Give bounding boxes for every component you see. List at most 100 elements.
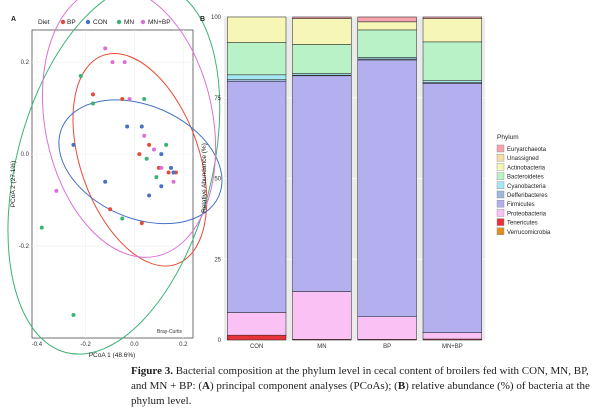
point-mn-bp (151, 147, 156, 152)
point-mn (164, 142, 169, 147)
bar-segment-mn-firmicutes (292, 75, 352, 292)
pcoa-x-tick-label: -0.4 (32, 342, 43, 348)
point-mn (90, 101, 95, 106)
point-con (139, 124, 144, 129)
bar-segment-mn-bp-proteobacteria (422, 332, 482, 340)
bar-segment-mn-actinobacteria (292, 18, 352, 45)
point-con (103, 179, 108, 184)
point-con (171, 170, 176, 175)
legend-label-actinobacteria: Actinobacteria (507, 165, 546, 171)
panel-a-label: A (11, 16, 16, 23)
phylum-legend: Phylum Euryarchaeota Unassigned Actinobact… (496, 134, 551, 236)
point-mn-bp (171, 179, 176, 184)
bar-segment-con-proteobacteria (227, 312, 287, 336)
bar-segment-con-actinobacteria (227, 16, 287, 43)
bar-axis-ticks: 0 25 50 75 100 CON MN BP MN+BP (211, 15, 463, 350)
point-mn (78, 73, 83, 78)
legend-swatch-bacteroidetes (496, 172, 505, 180)
point-mn-bp (159, 165, 164, 170)
panel-a-legend: Diet BP CON MN MN+BP (38, 19, 171, 26)
pcoa-plot-area (31, 29, 194, 339)
legend-swatch-defferibacteres (496, 190, 505, 199)
legend-label-proteobacteria: Proteobacteria (507, 211, 547, 217)
legend-marker-mn (116, 19, 122, 25)
legend-marker-bp (60, 19, 66, 25)
point-mn (71, 313, 76, 318)
pcoa-axis-ticks: -0.4 -0.2 0.0 0.2 -0.2 0.0 0.2 (19, 60, 188, 348)
bar-x-tick-label: BP (383, 344, 391, 350)
bray-curtis-annotation: Bray-Curtis (157, 329, 183, 335)
legend-title-diet: Diet (38, 19, 50, 26)
pcoa-x-axis-label: PCoA 1 (48.6%) (89, 352, 136, 359)
point-mn-bp (127, 96, 132, 101)
caption-part-3: ) relative abundance (%) of bacteria at … (131, 380, 590, 407)
bar-segment-bp-euryarchaeota (357, 16, 417, 23)
bar-segment-mn-bp-actinobacteria (422, 18, 482, 43)
legend-swatch-actinobacteria (496, 163, 505, 171)
point-bp (108, 207, 113, 212)
pcoa-points (39, 46, 178, 318)
legend-title-phylum: Phylum (497, 134, 519, 141)
panel-b: B 0 25 50 75 100 CON MN BP MN+BP Relative Abunda… (200, 15, 551, 350)
bar-segment-bp-proteobacteria (357, 316, 417, 340)
point-con (147, 193, 152, 198)
panel-a: A Diet BP CON MN MN+BP -0.4 -0.2 0.0 0.2-0.… (7, 0, 223, 359)
point-bp (120, 96, 125, 101)
legend-marker-con (85, 19, 91, 25)
caption-label-a: A (201, 380, 210, 392)
legend-swatch-verrucomicrobia (496, 227, 505, 236)
legend-label-euryarchaeota: Euryarchaeota (507, 147, 547, 153)
legend-label-unassigned: Unassigned (507, 156, 539, 162)
point-mn (144, 156, 149, 161)
point-con (71, 142, 76, 147)
caption-part-2: ) principal component analyses (PCoAs); … (209, 380, 398, 392)
figure-canvas: A Diet BP CON MN MN+BP -0.4 -0.2 0.0 0.2-0.… (7, 0, 551, 359)
bar-y-tick-label: 25 (214, 257, 221, 263)
bar-y-tick-label: 50 (214, 177, 221, 183)
stacked-bars (227, 16, 482, 341)
ellipse-con (58, 99, 223, 225)
point-mn-bp (122, 60, 127, 65)
bar-segment-mn-bp-euryarchaeota (422, 16, 482, 19)
caption-label-b: B (397, 380, 406, 392)
legend-label-verrucomicrobia: Verrucomicrobia (507, 230, 551, 236)
bar-x-tick-label: MN (317, 344, 326, 350)
pcoa-y-tick-label: 0.0 (21, 152, 30, 158)
bar-segment-bp-firmicutes (357, 59, 417, 317)
bar-segment-mn-bacteroidetes (292, 44, 352, 74)
bar-y-tick-label: 0 (218, 338, 222, 344)
legend-label-defferibacteres: Defferibacteres (507, 193, 548, 199)
panel-b-label: B (200, 16, 205, 23)
legend-label-cyanobacteria: Cyanobacteria (507, 184, 546, 190)
bar-y-tick-label: 100 (211, 15, 222, 21)
point-bp (166, 170, 171, 175)
point-con (125, 124, 130, 129)
legend-swatch-proteobacteria (496, 209, 505, 217)
point-bp (90, 92, 95, 97)
legend-swatch-euryarchaeota (496, 144, 505, 153)
pcoa-y-tick-label: 0.2 (21, 60, 30, 66)
bar-y-tick-label: 75 (214, 96, 221, 102)
bar-segment-con-cyanobacteria (227, 74, 287, 80)
bar-segment-con-bacteroidetes (227, 42, 287, 76)
caption-part-1: Bacterial composition at the phylum leve… (131, 365, 589, 392)
bar-segment-con-firmicutes (227, 81, 287, 313)
bar-segment-mn-euryarchaeota (292, 16, 352, 19)
pcoa-y-tick-label: -0.2 (19, 244, 30, 250)
pcoa-x-tick-label: 0.2 (179, 342, 188, 348)
point-mn-bp (54, 188, 59, 193)
bar-y-axis-label: Relative Abundance (%) (201, 143, 208, 213)
point-mn (154, 175, 159, 180)
legend-label-mnbp: MN+BP (148, 19, 171, 26)
point-mn-bp (103, 46, 108, 51)
point-con (169, 165, 174, 170)
bar-segment-mn-bp-bacteroidetes (422, 41, 482, 81)
legend-label-bp: BP (67, 19, 76, 26)
point-bp (139, 221, 144, 226)
bar-x-tick-label: MN+BP (442, 344, 463, 350)
pcoa-y-axis-label: PCoA 2 (27.1%) (10, 161, 17, 208)
legend-swatch-unassigned (496, 153, 505, 162)
legend-label-mn: MN (124, 19, 134, 26)
point-mn-bp (142, 133, 147, 138)
legend-label-con: CON (93, 19, 108, 26)
